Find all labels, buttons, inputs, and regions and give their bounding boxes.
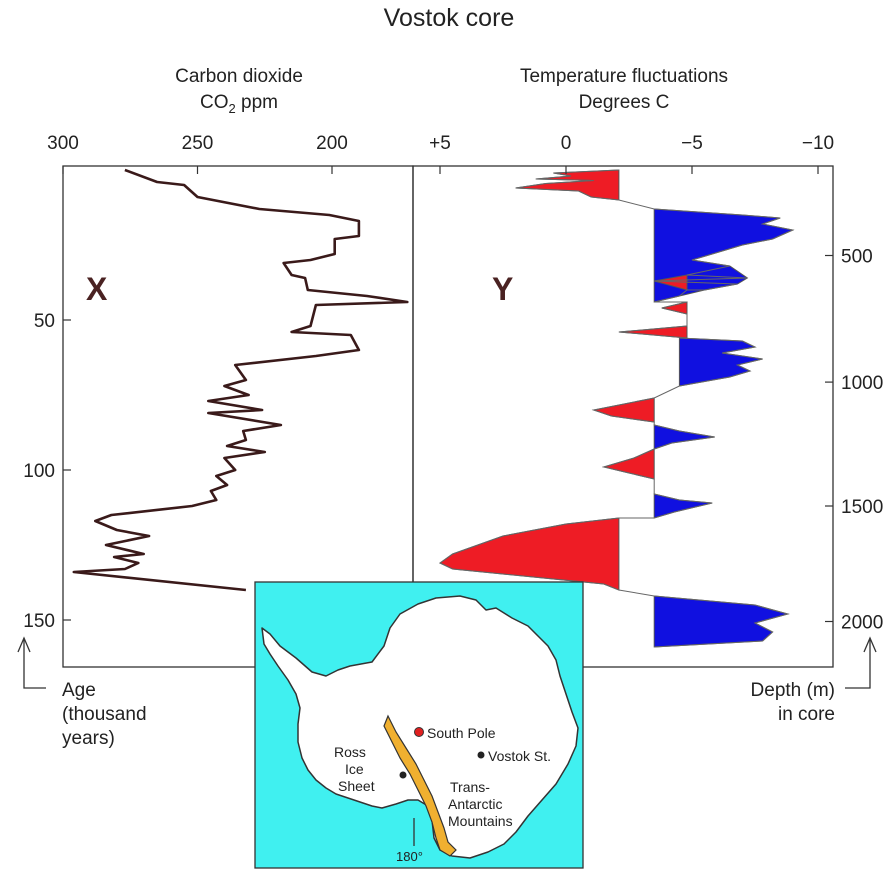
temperature-series-line <box>439 169 795 648</box>
depth-tick-label: 1000 <box>841 373 883 394</box>
tick-layer: 300 250 200 +5 0 −5 −10 50 100 150 500 1000 1500 2000 <box>23 133 883 634</box>
co2-x-tick-label: 300 <box>47 133 79 154</box>
temperature-warm-segment-7 <box>591 397 655 423</box>
co2-axis-title: Carbon dioxide <box>175 66 303 87</box>
panel-label-y: Y <box>492 271 513 307</box>
depth-tick-label: 1500 <box>841 497 883 518</box>
temperature-x-tick-label: 0 <box>561 133 572 154</box>
temperature-layer <box>439 169 795 648</box>
age-tick-label: 100 <box>23 461 55 482</box>
antarctica-landmass <box>261 595 579 859</box>
age-axis-label-line3: years) <box>62 728 115 749</box>
ross-label-line2: Ice <box>345 761 364 777</box>
temperature-cold-segment-10 <box>653 493 713 519</box>
depth-tick-label: 2000 <box>841 613 883 634</box>
co2-series-line <box>72 168 409 592</box>
co2-x-tick-label: 250 <box>182 133 214 154</box>
antarctica-inset-map: South Pole Vostok St. Ross Ice Sheet Tra… <box>254 581 584 869</box>
temperature-warm-segment-4 <box>661 301 688 315</box>
temperature-x-tick-label: −5 <box>681 133 703 154</box>
trans-label-line1: Trans- <box>450 779 490 795</box>
age-axis-label-line1: Age <box>62 680 96 701</box>
age-tick-label: 150 <box>23 611 55 632</box>
co2-x-tick-label: 200 <box>316 133 348 154</box>
depth-tick-label: 500 <box>841 247 873 268</box>
temperature-warm-segment-9 <box>601 448 655 480</box>
temperature-x-tick-label: +5 <box>429 133 451 154</box>
co2-unit-prefix: CO <box>200 92 229 113</box>
age-tick-label: 50 <box>34 311 55 332</box>
panel-label-x: X <box>86 271 108 307</box>
co2-unit-suffix: ppm <box>236 92 278 113</box>
ross-marker <box>399 771 407 779</box>
co2-axis-unit: CO2 ppm <box>200 92 278 116</box>
vostok-label: Vostok St. <box>488 748 551 764</box>
depth-axis-label-line2: in core <box>778 704 835 725</box>
temperature-axis-title: Temperature fluctuations <box>520 66 728 87</box>
trans-label-line2: Antarctic <box>448 796 502 812</box>
temperature-cold-segment-2 <box>653 208 795 303</box>
ross-label-line1: Ross <box>334 744 366 760</box>
south-pole-marker <box>414 727 424 737</box>
age-axis-label-line2: (thousand <box>62 704 147 725</box>
temperature-x-tick-label: −10 <box>802 133 834 154</box>
temperature-axis-unit: Degrees C <box>579 92 670 113</box>
figure-title: Vostok core <box>384 4 515 32</box>
depth-axis-label-line1: Depth (m) <box>751 680 835 701</box>
ross-label-line3: Sheet <box>338 778 375 794</box>
south-pole-label: South Pole <box>427 725 496 741</box>
age-axis-arrow <box>17 636 46 689</box>
mountain-range <box>383 714 457 857</box>
temperature-panel-frame <box>412 165 834 668</box>
temperature-warm-segment-11 <box>439 517 620 591</box>
temperature-warm-segment-5 <box>618 325 688 339</box>
co2-unit-subscript: 2 <box>229 101 236 116</box>
vostok-marker <box>477 751 485 759</box>
temperature-warm-segment-1 <box>515 169 620 201</box>
trans-label-line3: Mountains <box>448 813 513 829</box>
meridian-label: 180° <box>396 849 423 864</box>
co2-layer <box>72 168 409 592</box>
depth-axis-arrow <box>845 636 877 689</box>
temperature-cold-segment-12 <box>653 595 790 648</box>
